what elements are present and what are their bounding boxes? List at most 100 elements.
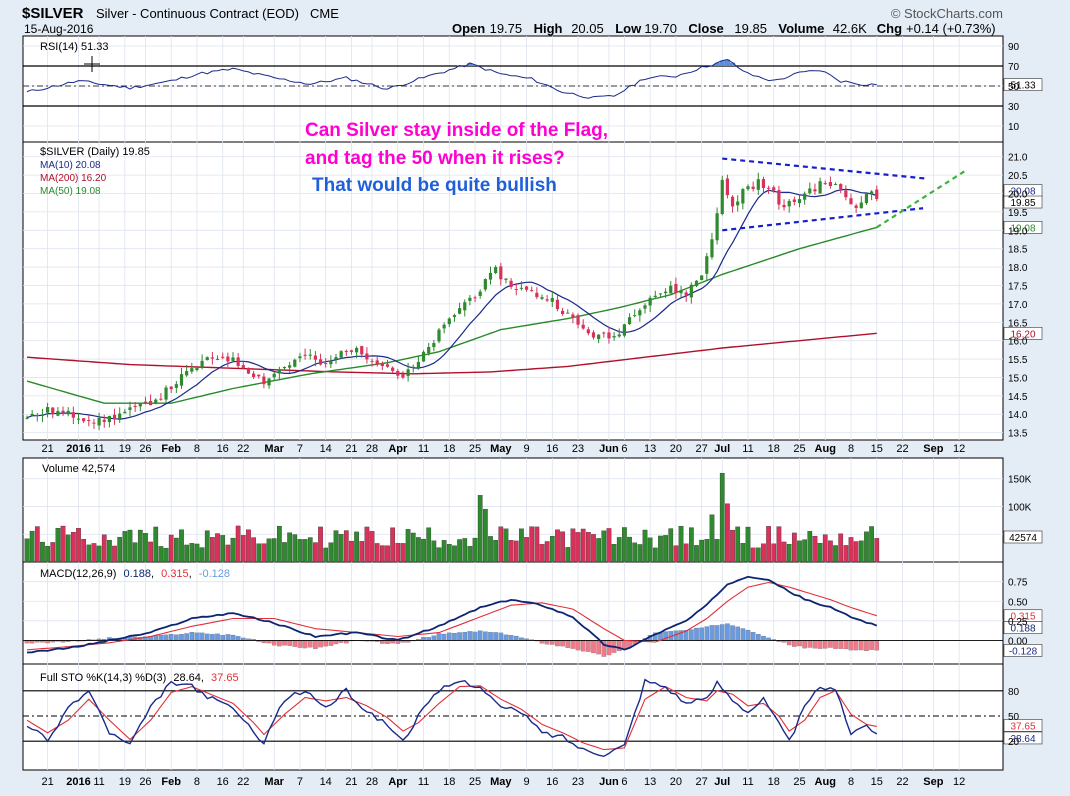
price-candle: [870, 191, 874, 195]
x-tick-label: 12: [953, 776, 965, 788]
macd-histogram-bar: [750, 632, 756, 641]
volume-bar: [282, 542, 287, 563]
volume-bar: [503, 528, 509, 563]
price-candle: [483, 279, 487, 290]
price-candle: [622, 324, 626, 336]
macd-histogram-bar: [297, 640, 303, 648]
sto-d-value: 37.65: [211, 672, 239, 684]
price-candle: [833, 184, 838, 186]
price-candle: [447, 318, 451, 325]
ma200-line: [26, 332, 877, 375]
sto-tick-label: 50: [1008, 712, 1020, 723]
macd-histogram-bar: [745, 629, 751, 641]
volume-bar: [611, 544, 617, 563]
x-tick-label: 28: [366, 776, 378, 788]
price-candle: [133, 405, 137, 408]
macd-histogram-bar: [426, 637, 432, 641]
macd-line: [26, 575, 878, 654]
contract-name: Silver - Continuous Contract (EOD): [96, 6, 299, 21]
rsi-tick-label: 90: [1008, 42, 1020, 53]
volume-bar: [658, 535, 663, 563]
volume-bar: [173, 537, 179, 563]
volume-bar: [549, 536, 555, 563]
volume-bar: [858, 540, 864, 563]
price-candle: [396, 371, 400, 376]
volume-bar: [802, 539, 808, 563]
volume-bar: [853, 541, 859, 563]
price-candle: [864, 193, 869, 204]
price-candle: [839, 183, 843, 190]
volume-bar: [539, 544, 545, 563]
volume-bar: [771, 543, 777, 563]
x-tick-label: 11: [418, 443, 429, 455]
x-tick-label: Feb: [161, 443, 181, 455]
price-candle: [458, 308, 462, 314]
price-candle: [612, 336, 616, 338]
volume-legend: Volume 42,574: [42, 463, 115, 475]
volume-bar: [107, 539, 112, 563]
price-candle: [277, 370, 281, 374]
price-candle: [756, 179, 760, 190]
macd-histogram-bar: [333, 640, 339, 645]
macd-histogram-bar: [730, 625, 735, 641]
price-candle: [159, 398, 163, 400]
macd-histogram-bar: [277, 640, 282, 647]
price-candle: [597, 334, 601, 340]
price-candle: [571, 314, 575, 318]
price-candle: [318, 359, 323, 365]
x-tick-label: 18: [443, 776, 455, 788]
price-candle: [561, 310, 565, 315]
price-candle: [792, 199, 796, 202]
price-candle: [700, 275, 704, 281]
price-candle: [267, 378, 271, 386]
volume-bar: [50, 542, 56, 563]
volume-bar: [45, 545, 50, 563]
ma50-legend: MA(50) 19.08: [40, 186, 101, 197]
symbol-title: $SILVER: [22, 5, 84, 22]
price-candle: [627, 317, 632, 325]
volume-bar: [246, 529, 251, 563]
volume-bar: [668, 528, 674, 563]
exchange-label: CME: [310, 6, 339, 21]
price-candle: [215, 358, 220, 360]
volume-bar: [508, 540, 514, 563]
volume-bar: [797, 540, 802, 563]
price-candle: [195, 367, 199, 371]
price-candle: [288, 365, 292, 368]
macd-histogram-bar: [838, 640, 844, 649]
volume-bar: [313, 542, 318, 563]
macd-histogram-bar: [591, 640, 596, 654]
macd-histogram-bar: [560, 640, 565, 647]
macd-histogram-bar: [282, 640, 287, 646]
price-candle: [298, 356, 302, 359]
price-candle: [720, 179, 724, 215]
price-candle: [221, 356, 225, 358]
price-candle: [355, 347, 359, 353]
crosshair-icon: [84, 56, 100, 72]
macd-histogram-bar: [395, 640, 401, 644]
ma10-legend: MA(10) 20.08: [40, 160, 101, 171]
volume-bar: [369, 531, 375, 563]
volume-bar: [390, 527, 396, 563]
rsi-series: 51.33: [23, 56, 1043, 107]
price-candle: [432, 343, 436, 348]
price-candle: [442, 324, 446, 329]
volume-bar: [864, 531, 869, 563]
x-tick-label: 14: [320, 776, 332, 788]
sto-d-line: [26, 685, 877, 751]
price-candle: [730, 196, 735, 207]
volume-bar: [256, 543, 262, 563]
volume-bar: [266, 538, 272, 563]
axis-labels: 10 30 50 70 90 13.5 14.0 14.5 15.0 15.5 16.0 16.5 17…: [41, 42, 1031, 788]
x-tick-label: 25: [793, 776, 805, 788]
volume-bar: [431, 540, 437, 563]
macd-legend: MACD(12,26,9) 0.188, 0.315, -0.128: [40, 568, 230, 580]
price-candle: [782, 204, 786, 208]
x-tick-label: Apr: [388, 443, 408, 455]
hist-value-tag: -0.128: [1009, 646, 1038, 657]
macd-histogram-bar: [858, 640, 864, 651]
price-candle: [535, 292, 539, 298]
price-candle: [257, 374, 261, 377]
x-tick-label: Jul: [714, 443, 730, 455]
macd-histogram-bar: [163, 634, 169, 641]
